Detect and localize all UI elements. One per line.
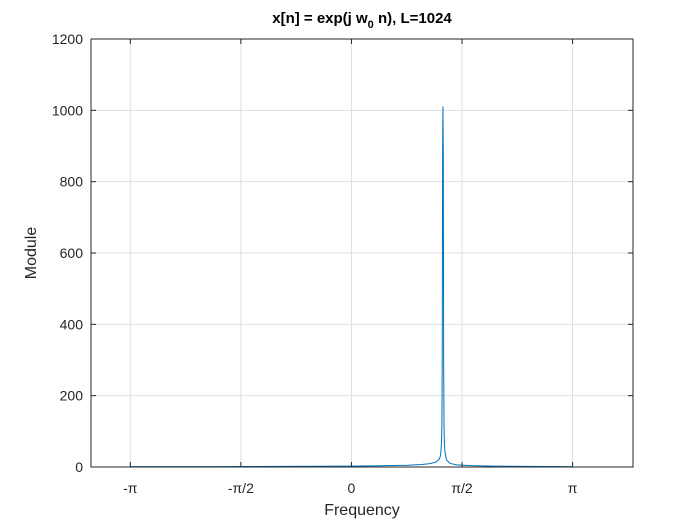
y-tick-label: 800 [60,174,84,190]
series-group [130,106,573,468]
y-tick-label: 1000 [52,102,83,118]
x-tick-label: -π/2 [228,480,254,496]
y-tick-label: 600 [60,245,84,261]
y-tick-label: 1200 [52,31,83,47]
y-tick-label: 200 [60,388,84,404]
x-tick-label: 0 [348,480,356,496]
title-suffix: n), L=1024 [374,10,453,27]
x-tick-labels: -π -π/2 0 π/2 π [123,480,578,496]
title-subscript: 0 [368,19,374,31]
x-tick-label: -π [123,480,138,496]
y-axis-label: Module [23,227,40,280]
x-tick-label: π/2 [451,480,473,496]
x-axis-label: Frequency [324,502,400,519]
grid [91,38,633,468]
title-prefix: x[n] = exp(j w [272,10,368,27]
chart-title: x[n] = exp(j w0 n), L=1024 [272,10,452,31]
series-line [130,106,573,468]
y-tick-label: 0 [75,459,83,475]
ticks [91,38,633,468]
x-tick-label: π [568,480,578,496]
y-tick-labels: 0 200 400 600 800 1000 1200 [52,31,83,475]
y-tick-label: 400 [60,316,84,332]
